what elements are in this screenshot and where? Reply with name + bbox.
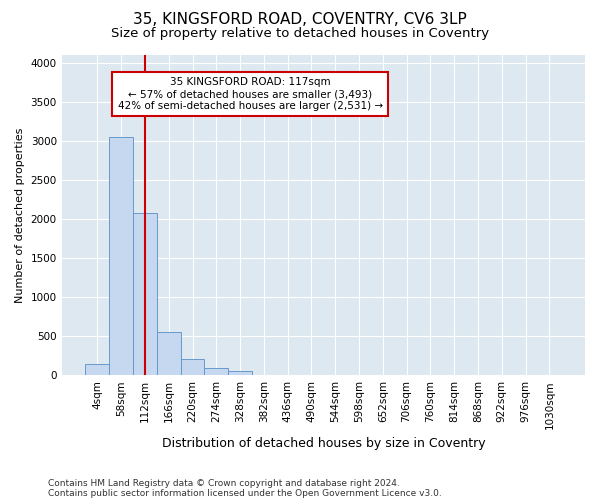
Bar <box>205 368 228 376</box>
X-axis label: Distribution of detached houses by size in Coventry: Distribution of detached houses by size … <box>161 437 485 450</box>
Bar <box>85 364 109 376</box>
Text: Contains public sector information licensed under the Open Government Licence v3: Contains public sector information licen… <box>48 488 442 498</box>
Bar <box>228 371 252 376</box>
Bar <box>181 359 205 376</box>
Text: 35 KINGSFORD ROAD: 117sqm
← 57% of detached houses are smaller (3,493)
42% of se: 35 KINGSFORD ROAD: 117sqm ← 57% of detac… <box>118 78 383 110</box>
Bar <box>157 332 181 376</box>
Bar <box>133 213 157 376</box>
Text: 35, KINGSFORD ROAD, COVENTRY, CV6 3LP: 35, KINGSFORD ROAD, COVENTRY, CV6 3LP <box>133 12 467 28</box>
Bar <box>109 137 133 376</box>
Text: Contains HM Land Registry data © Crown copyright and database right 2024.: Contains HM Land Registry data © Crown c… <box>48 478 400 488</box>
Y-axis label: Number of detached properties: Number of detached properties <box>15 128 25 303</box>
Text: Size of property relative to detached houses in Coventry: Size of property relative to detached ho… <box>111 28 489 40</box>
